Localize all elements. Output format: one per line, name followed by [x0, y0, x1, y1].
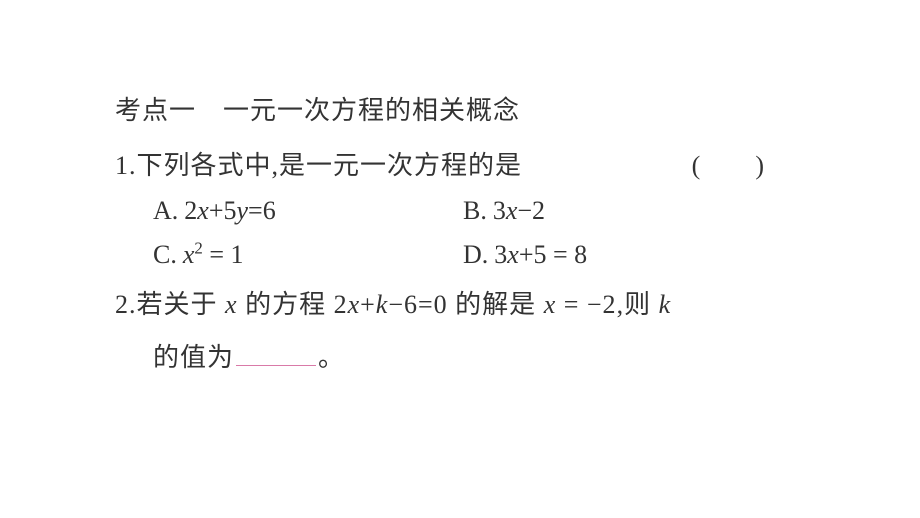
q2-post: ,则 — [617, 290, 659, 319]
option-c: C.x2 = 1 — [153, 240, 463, 270]
question-2-line2: 的值为 。 — [115, 337, 805, 374]
q2-pre: 若关于 — [137, 290, 226, 319]
paren-right: ) — [755, 151, 765, 180]
option-c-label: C. — [153, 240, 177, 269]
paren-left: ( — [692, 151, 702, 180]
q2-mid1: 的方程 — [238, 290, 334, 319]
q2-number: 2. — [115, 290, 137, 319]
q2-equation: 2x+k−6=0 — [334, 290, 448, 319]
q2-line2-post: 。 — [318, 343, 345, 372]
question-1: 1.下列各式中,是一元一次方程的是 ( ) — [115, 145, 805, 182]
option-b-label: B. — [463, 196, 487, 225]
q2-var-x: x — [225, 290, 238, 319]
q1-stem-text: 下列各式中,是一元一次方程的是 — [137, 151, 523, 180]
option-d: D.3x+5 = 8 — [463, 240, 773, 270]
option-a-label: A. — [153, 196, 178, 225]
answer-blank — [236, 365, 316, 366]
option-c-math: x2 = 1 — [183, 240, 244, 269]
option-b: B.3x−2 — [463, 196, 773, 226]
q2-mid2: 的解是 — [448, 290, 544, 319]
option-a-math: 2x+5y=6 — [184, 196, 275, 225]
options-row-2: C.x2 = 1 D.3x+5 = 8 — [115, 240, 805, 270]
option-d-math: 3x+5 = 8 — [494, 240, 587, 269]
paren-gap — [701, 151, 755, 180]
q2-solution: x = −2 — [544, 290, 617, 319]
question-2-line1: 2.若关于 x 的方程 2x+k−6=0 的解是 x = −2,则 k — [115, 284, 805, 321]
section-heading: 考点一 一元一次方程的相关概念 — [115, 90, 805, 127]
option-b-math: 3x−2 — [493, 196, 545, 225]
answer-paren: ( ) — [692, 145, 765, 182]
option-d-label: D. — [463, 240, 488, 269]
q1-number: 1. — [115, 151, 137, 180]
options-row-1: A.2x+5y=6 B.3x−2 — [115, 196, 805, 226]
q2-var-k: k — [659, 290, 672, 319]
option-a: A.2x+5y=6 — [153, 196, 463, 226]
q2-line2-pre: 的值为 — [153, 343, 234, 372]
